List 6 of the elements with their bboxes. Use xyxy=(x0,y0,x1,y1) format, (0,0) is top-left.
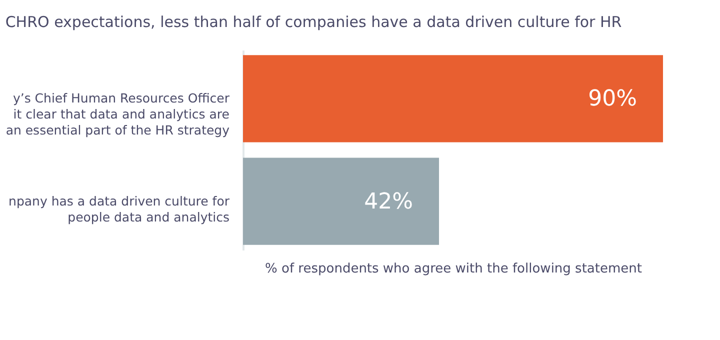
chart-title: CHRO expectations, less than half of companies have a data driven culture for HR xyxy=(5,13,622,31)
data-label: 42% xyxy=(364,189,413,214)
x-axis-title: % of respondents who agree with the following statement xyxy=(265,262,642,276)
data-label: 90% xyxy=(588,86,637,112)
y-tick-label: y’s Chief Human Resources Officer it clear that data and analytics are an essential part of the HR strategy xyxy=(6,90,230,138)
y-tick-label: npany has a data driven culture for people data and analytics xyxy=(8,193,230,224)
